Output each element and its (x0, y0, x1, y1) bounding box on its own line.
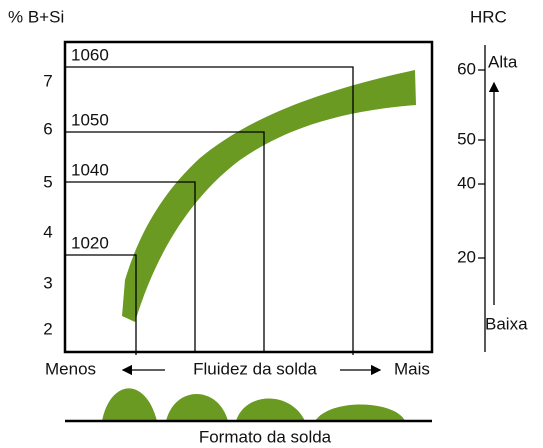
caption: Formato da solda (199, 427, 332, 446)
left-label: 7 (43, 71, 52, 90)
left-label: 4 (43, 222, 52, 241)
boxes-lines (65, 66, 354, 355)
right-axis-title: HRC (470, 7, 507, 26)
menos: Menos (45, 359, 96, 378)
box-label: 1060 (71, 45, 109, 64)
box-label: 1050 (71, 110, 109, 129)
fluidez: Fluidez da solda (193, 359, 317, 378)
right-label: 40 (457, 173, 476, 192)
right-axis (478, 45, 486, 352)
left-label: 3 (43, 273, 52, 292)
right-label: 20 (457, 247, 476, 266)
alta: Alta (488, 52, 518, 71)
left-label: 2 (43, 319, 52, 338)
baixa: Baixa (485, 314, 528, 333)
mais: Mais (394, 359, 430, 378)
box-label: 1020 (71, 233, 109, 252)
left-label: 5 (43, 172, 52, 191)
left-axis-title: % B+Si (8, 7, 64, 26)
weld-shapes (102, 388, 405, 421)
band (122, 70, 416, 322)
right-label: 50 (457, 129, 476, 148)
left-label: 6 (43, 119, 52, 138)
box-label: 1040 (71, 160, 109, 179)
right-label: 60 (457, 59, 476, 78)
plot-frame (63, 40, 434, 354)
